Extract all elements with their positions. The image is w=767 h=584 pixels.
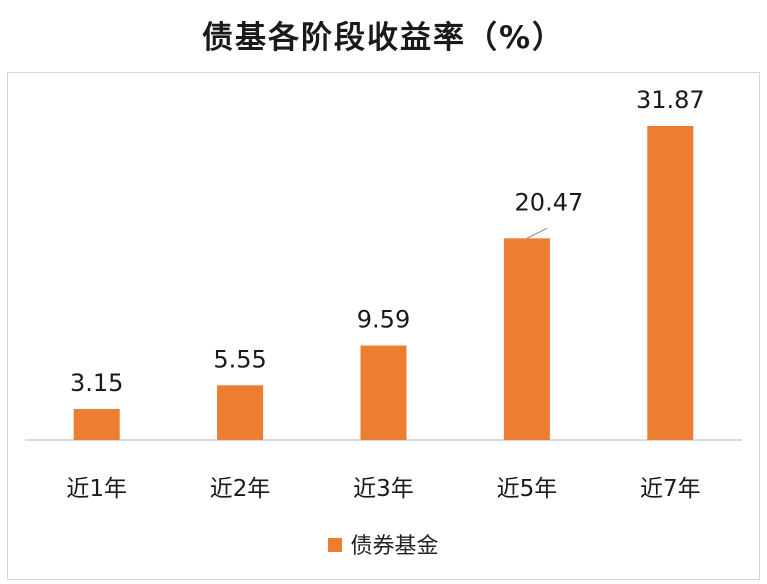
bar-1: [73, 408, 120, 440]
bar-3: [360, 345, 407, 440]
category-label-2: 近2年: [210, 476, 271, 502]
data-labels-group: 3.15 5.55 9.59 20.47 31.87: [70, 86, 705, 397]
bar-4: [503, 238, 550, 440]
category-label-1: 近1年: [66, 476, 127, 502]
data-label-1: 3.15: [70, 369, 123, 397]
legend-swatch: [328, 538, 343, 552]
chart-title: 债基各阶段收益率（%）: [201, 20, 566, 56]
data-label-2: 5.55: [213, 345, 266, 373]
chart-frame: [7, 72, 760, 580]
data-label-4: 20.47: [515, 188, 584, 216]
category-labels-group: 近1年 近2年 近3年 近5年 近7年: [66, 476, 700, 502]
leader-line-4: [526, 227, 548, 239]
category-label-5: 近7年: [640, 476, 701, 502]
category-label-4: 近5年: [497, 476, 558, 502]
legend: 债券基金: [0, 528, 767, 560]
bar-2: [217, 385, 264, 440]
bar-5: [647, 126, 694, 440]
category-label-3: 近3年: [353, 476, 414, 502]
legend-label: 债券基金: [350, 534, 439, 559]
data-label-5: 31.87: [636, 86, 705, 114]
data-label-3: 9.59: [357, 306, 410, 334]
bars-group: [73, 126, 694, 440]
